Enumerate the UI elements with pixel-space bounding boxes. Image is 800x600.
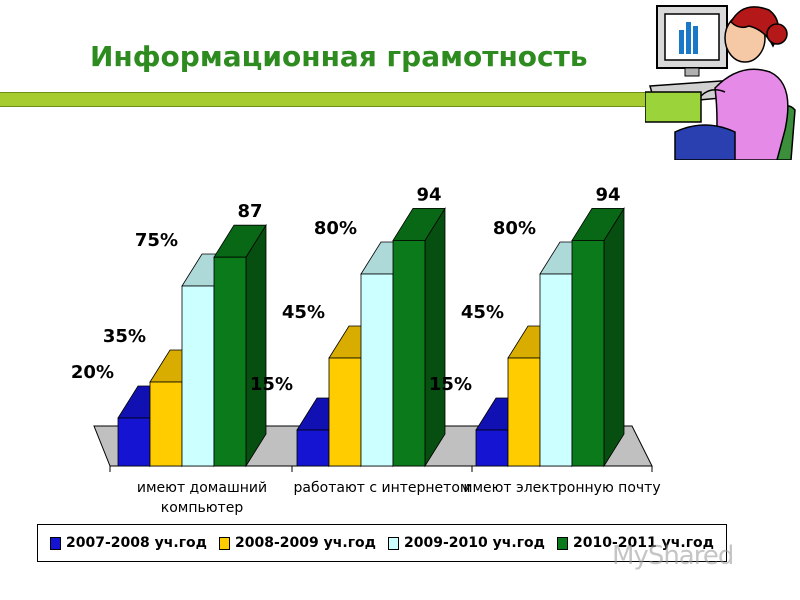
bar-1-3 [181, 285, 215, 467]
page-title: Информационная грамотность [90, 40, 588, 73]
bar-1-4-value-label: 87 [237, 201, 262, 222]
category-label-1-line-1: имеют домашний [137, 480, 267, 496]
bar-3-3 [539, 273, 573, 467]
bar-1-3-value-label: 75% [135, 230, 178, 251]
category-label-3: имеют электронную почту [463, 480, 660, 496]
legend-swatch-2010-2011 [557, 536, 569, 550]
legend-item-2010-2011: 2010-2011 уч.год [557, 535, 714, 551]
bar-3-1-value-label: 15% [429, 374, 472, 395]
bar-3-4-side [603, 207, 625, 468]
bar-3-1 [475, 429, 509, 467]
legend-swatch-2009-2010 [388, 536, 400, 550]
woman-at-computer-illustration [645, 5, 796, 160]
bar-2-4-side [424, 207, 446, 468]
legend-label-2007-2008: 2007-2008 уч.год [66, 535, 207, 551]
bar-3-3-value-label: 80% [493, 218, 536, 239]
category-label-1-line-2: компьютер [161, 500, 244, 516]
legend-item-2007-2008: 2007-2008 уч.год [50, 535, 207, 551]
legend-item-2008-2009: 2008-2009 уч.год [219, 535, 376, 551]
legend-label-2010-2011: 2010-2011 уч.год [573, 535, 714, 551]
bar-3-2 [507, 357, 541, 467]
category-label-2: работают с интернетом [294, 480, 471, 496]
bar-1-4 [213, 256, 247, 467]
legend-swatch-2008-2009 [219, 536, 231, 550]
bar-2-4 [392, 240, 426, 467]
bar-3-2-value-label: 45% [461, 302, 504, 323]
bar-3-4-value-label: 94 [595, 184, 620, 205]
bar-1-4-side [245, 223, 267, 468]
legend-label-2008-2009: 2008-2009 уч.год [235, 535, 376, 551]
bar-3-4 [571, 240, 605, 467]
bar-1-1 [117, 417, 151, 467]
bar-1-2 [149, 381, 183, 467]
bar-2-3 [360, 273, 394, 467]
bar-1-2-value-label: 35% [103, 326, 146, 347]
title-underline-bar [0, 92, 650, 107]
bar-2-1-value-label: 15% [250, 374, 293, 395]
bar-1-1-value-label: 20% [71, 362, 114, 383]
bar-2-1 [296, 429, 330, 467]
bar-2-2 [328, 357, 362, 467]
bar-2-2-value-label: 45% [282, 302, 325, 323]
legend-label-2009-2010: 2009-2010 уч.год [404, 535, 545, 551]
bar-2-4-value-label: 94 [416, 184, 441, 205]
bar-2-3-value-label: 80% [314, 218, 357, 239]
legend-swatch-2007-2008 [50, 536, 62, 550]
chart-legend: 2007-2008 уч.год 2008-2009 уч.год 2009-2… [37, 524, 727, 562]
legend-item-2009-2010: 2009-2010 уч.год [388, 535, 545, 551]
bar-chart: 20% 35% 75% 87 имеют домашний компьютер 15% 45%… [71, 184, 661, 516]
watermark: MyShared [612, 541, 734, 571]
